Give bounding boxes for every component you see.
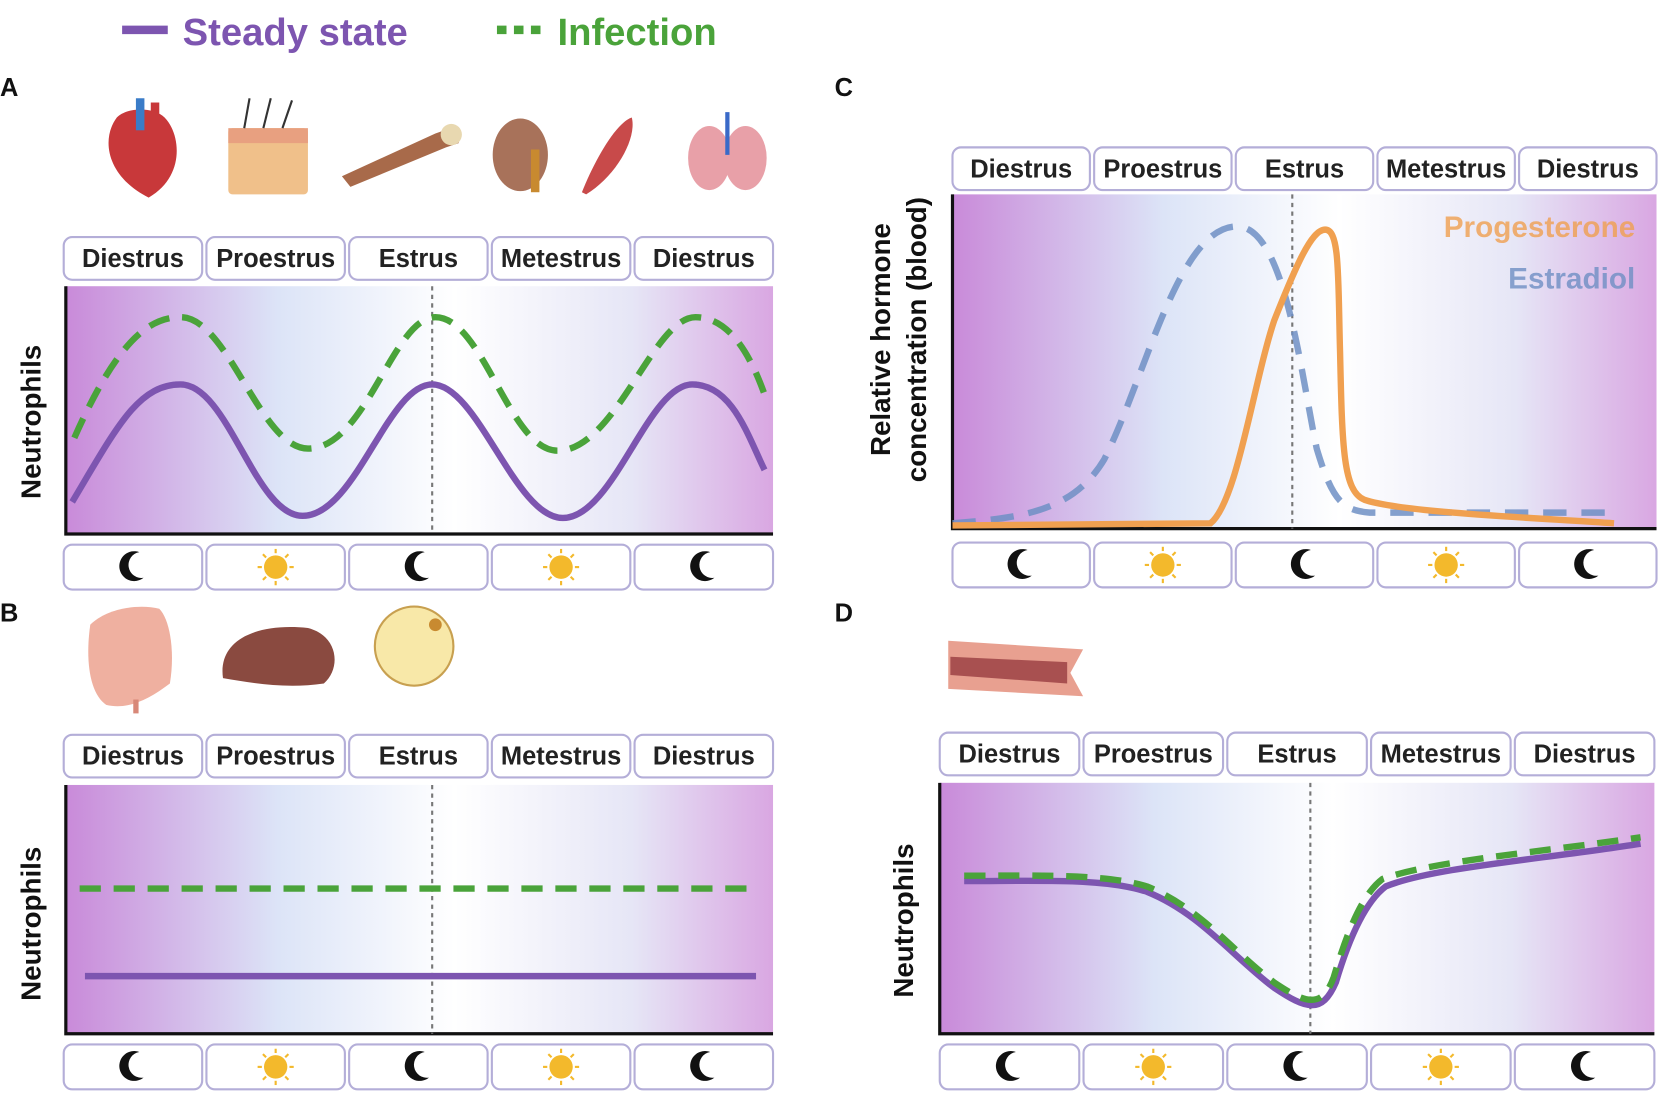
phase-box <box>938 731 1081 777</box>
phase-box <box>490 236 632 281</box>
phase-box <box>633 236 775 281</box>
phase-box <box>951 146 1091 192</box>
phase-label: Estrus <box>379 743 458 771</box>
time-box <box>1226 1043 1368 1091</box>
phase-label: Diestrus <box>1534 740 1636 768</box>
organ-icons <box>88 97 1084 714</box>
phase-label: Metestrus <box>1386 155 1506 183</box>
phase-box <box>1518 146 1658 192</box>
phase-label: Proestrus <box>216 245 335 273</box>
panel-letter: D <box>835 599 853 627</box>
y-axis-label: Neutrophils <box>15 345 46 499</box>
plot-area <box>952 194 1657 529</box>
plot-area <box>65 784 774 1034</box>
phase-label: Diestrus <box>653 743 755 771</box>
time-box <box>62 1043 204 1091</box>
phase-box <box>1093 146 1233 192</box>
phase-box <box>1234 146 1375 192</box>
panel-letter: B <box>0 599 18 627</box>
phase-label: Estrus <box>1265 155 1344 183</box>
curves <box>69 223 1642 1009</box>
phase-label: Proestrus <box>1094 740 1213 768</box>
time-box <box>1234 541 1375 589</box>
time-box <box>62 543 204 591</box>
y-axis-label: Neutrophils <box>15 847 46 1001</box>
series-label: Estradiol <box>1508 262 1635 295</box>
phase-label: Diestrus <box>653 245 755 273</box>
phase-box <box>62 733 204 779</box>
phase-label: Estrus <box>379 245 458 273</box>
time-box <box>633 1043 775 1091</box>
legend-label: Infection <box>557 11 716 54</box>
phase-box <box>1370 731 1512 777</box>
phase-box <box>205 236 346 281</box>
phase-label: Diestrus <box>959 740 1061 768</box>
time-box <box>951 541 1091 589</box>
phase-label: Metestrus <box>501 245 621 273</box>
time-box <box>633 543 775 591</box>
time-box <box>348 1043 489 1091</box>
phase-label: Metestrus <box>501 743 621 771</box>
phase-box <box>348 733 489 779</box>
panel-letter: A <box>0 74 18 102</box>
phase-box <box>62 236 204 281</box>
phase-label: Diestrus <box>82 743 184 771</box>
phase-label: Diestrus <box>1537 155 1639 183</box>
phase-label: Metestrus <box>1381 740 1501 768</box>
phase-box <box>348 236 489 281</box>
panel-letter: C <box>835 74 853 102</box>
phase-label: Proestrus <box>216 743 335 771</box>
time-box <box>348 543 489 591</box>
time-box <box>1518 541 1658 589</box>
phase-box <box>633 733 775 779</box>
phase-label: Proestrus <box>1103 155 1222 183</box>
legend-label: Steady state <box>183 11 408 54</box>
phase-label: Diestrus <box>82 245 184 273</box>
phase-box <box>1513 731 1656 777</box>
phase-label: Estrus <box>1257 740 1336 768</box>
phase-box <box>1376 146 1516 192</box>
plot-area <box>939 782 1655 1034</box>
estrus-marker <box>431 194 1312 1034</box>
phase-box <box>1226 731 1368 777</box>
series-label: Progesterone <box>1444 211 1636 244</box>
phase-label: Diestrus <box>970 155 1072 183</box>
y-axis-label: concentration (blood) <box>901 197 932 482</box>
phase-box <box>1082 731 1225 777</box>
y-axis-label: Relative hormone <box>865 223 896 456</box>
time-box <box>938 1043 1081 1091</box>
phase-box <box>490 733 632 779</box>
axes <box>64 194 1657 1036</box>
phase-box <box>205 733 346 779</box>
time-box <box>1513 1043 1656 1091</box>
legend: Steady state Infection <box>122 11 717 54</box>
y-axis-label: Neutrophils <box>888 843 919 997</box>
